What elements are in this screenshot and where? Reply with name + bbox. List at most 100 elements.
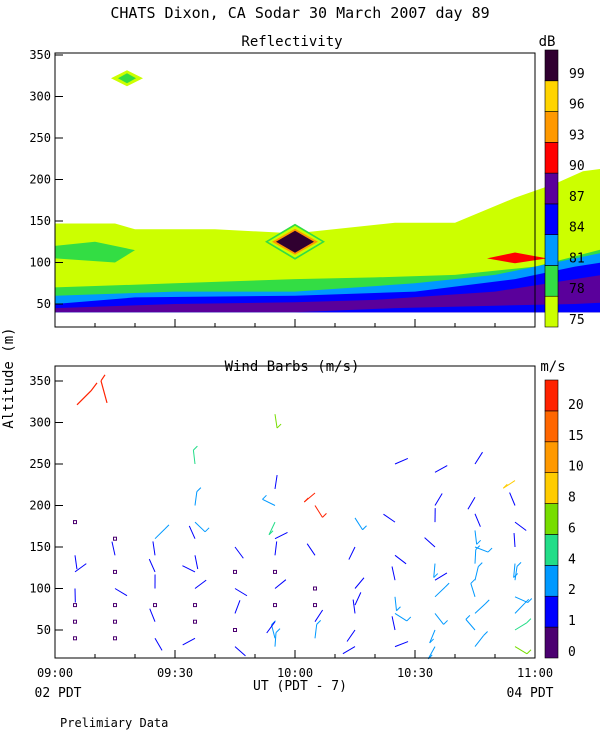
wind-barb-flag (262, 494, 267, 500)
wind-colorbar-tick-label: 15 (568, 429, 584, 444)
wind-barb-staff (234, 546, 244, 559)
wind-barb-staff (314, 624, 318, 639)
wind-barb (434, 613, 448, 625)
wind-barb-staff (234, 646, 246, 657)
wind-barb-flag (396, 606, 401, 612)
wind-barb-staff (474, 566, 479, 581)
wind-barb (268, 521, 276, 536)
wind-barb-staff (434, 493, 443, 506)
wind-barb-staff (465, 619, 476, 631)
reflectivity-x-axis (54, 319, 536, 327)
reflectivity-region (55, 302, 600, 313)
wind-barb-staff (514, 521, 527, 531)
wind-barb-staff (111, 541, 116, 556)
wind-barb (153, 603, 157, 608)
wind-barb (154, 638, 163, 651)
wind-barb-flag (524, 598, 530, 604)
wind-y-tick-label: 100 (29, 582, 51, 596)
x-left-date: 02 PDT (35, 686, 82, 701)
wind-barb-staff (434, 586, 446, 598)
wind-barb-staff (74, 555, 78, 570)
wind-y-tick-label: 150 (29, 540, 51, 554)
reflectivity-y-tick-label: 300 (29, 90, 51, 104)
wind-barb (514, 561, 522, 581)
wind-barb (274, 474, 278, 489)
wind-barb (394, 554, 407, 565)
reflectivity-y-axis: 50 100 150 200 250 300 350 (29, 48, 63, 311)
wind-x-tick-label: 11:00 (517, 666, 553, 680)
wind-barb-staff (274, 531, 288, 540)
wind-barbs-x-axis: 09:00 09:30 10:00 10:30 11:00 (37, 650, 553, 680)
wind-barb (391, 566, 396, 581)
wind-barb (274, 531, 288, 540)
wind-barb (314, 609, 324, 622)
reflectivity-colorbar-tick-label: 81 (569, 251, 585, 266)
reflectivity-colorbar-tick-label: 84 (569, 221, 585, 236)
reflectivity-colorbar-tick-label: 90 (569, 159, 585, 174)
wind-barb (314, 505, 327, 518)
wind-barb (514, 596, 533, 603)
wind-barb-staff (194, 555, 199, 570)
wind-barb (509, 492, 516, 506)
wind-barb-staff (514, 602, 526, 614)
wind-colorbar-tick-label: 4 (568, 552, 576, 567)
wind-barb (182, 637, 196, 646)
wind-barb (474, 562, 483, 581)
wind-barb-flag (406, 616, 412, 622)
wind-colorbar-swatch (544, 503, 559, 535)
wind-barb-flag (204, 527, 210, 533)
wind-barb (354, 592, 362, 606)
wind-barb (314, 620, 322, 639)
wind-barb-staff (194, 491, 198, 506)
wind-barb-staff (394, 554, 407, 565)
wind-barb (434, 572, 448, 581)
reflectivity-y-tick-label: 200 (29, 173, 51, 187)
wind-barb-staff (352, 599, 356, 614)
wind-barb (429, 629, 436, 644)
wind-barb (474, 546, 493, 553)
wind-barb-staff (474, 603, 486, 614)
wind-barb-staff (391, 566, 396, 581)
wind-barb-staff (514, 566, 518, 581)
wind-colorbar-tick-label: 6 (568, 521, 576, 536)
wind-barb (474, 513, 481, 527)
wind-barb (194, 579, 207, 589)
wind-barb-staff (74, 563, 87, 573)
wind-barb-staff (394, 457, 409, 465)
wind-colorbar-tick-label: 10 (568, 460, 584, 475)
wind-barb-staff (274, 579, 287, 589)
wind-colorbar-tick-label: 1 (568, 614, 576, 629)
wind-barb (346, 629, 356, 642)
reflectivity-colorbar: 75 78 81 84 87 90 93 96 99 (544, 49, 585, 328)
wind-barb (113, 536, 117, 541)
wind-barb-staff (234, 588, 248, 597)
wind-barb (114, 588, 128, 597)
wind-barb-flag (527, 598, 533, 603)
wind-barb (74, 555, 78, 570)
wind-barb (383, 513, 396, 523)
reflectivity-region (55, 241, 135, 263)
wind-barb-staff (474, 549, 477, 564)
reflectivity-y-tick-label: 50 (37, 297, 51, 311)
reflectivity-target (276, 230, 314, 253)
wind-colorbar: 0 1 2 4 6 8 10 15 20 (544, 379, 584, 660)
reflectivity-region (55, 275, 600, 313)
wind-barb (470, 579, 476, 597)
wind-barb-staff (424, 537, 436, 548)
wind-barb (73, 520, 77, 525)
reflectivity-colorbar-tick-label: 96 (569, 98, 585, 113)
wind-barb (514, 521, 527, 531)
wind-barbs-title: Wind Barbs (m/s) (225, 359, 360, 375)
wind-barb-staff (114, 588, 128, 597)
wind-barb-flag (164, 524, 170, 530)
wind-barb (394, 641, 409, 648)
wind-barb-staff (514, 622, 528, 631)
wind-barb-staff (274, 632, 277, 647)
wind-barb (74, 563, 87, 573)
reflectivity-title: Reflectivity (241, 34, 342, 50)
wind-y-tick-label: 200 (29, 499, 51, 513)
wind-barb-staff (274, 414, 278, 429)
wind-barb (427, 646, 436, 660)
wind-barb (434, 465, 448, 473)
